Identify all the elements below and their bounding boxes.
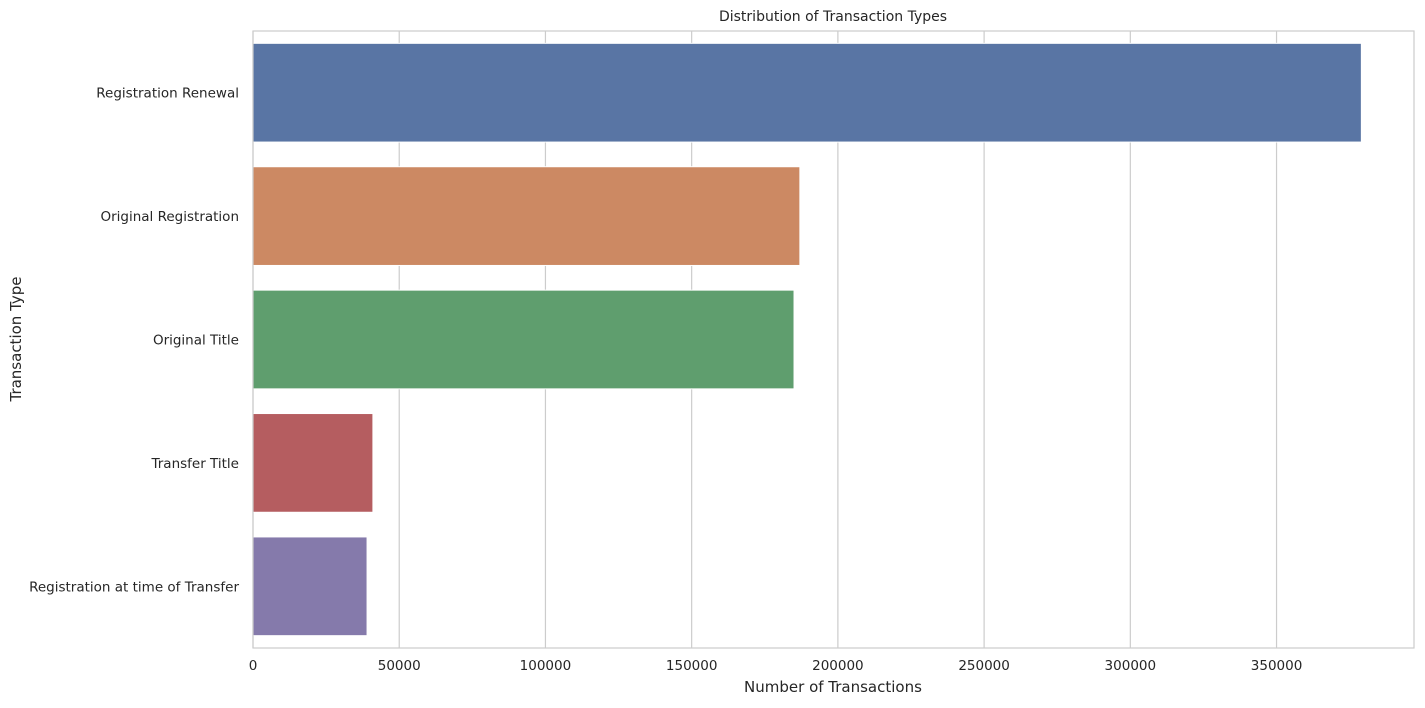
bar xyxy=(252,536,368,637)
x-tick-label: 250000 xyxy=(958,658,1010,674)
y-tick-label: Registration at time of Transfer xyxy=(29,579,239,595)
x-tick-label: 150000 xyxy=(666,658,718,674)
bar xyxy=(252,166,801,266)
bar xyxy=(252,289,795,390)
x-tick-label: 100000 xyxy=(520,658,572,674)
x-tick-label: 50000 xyxy=(378,658,421,674)
x-tick-label: 300000 xyxy=(1105,658,1157,674)
x-tick-label: 350000 xyxy=(1251,658,1303,674)
plot-frame xyxy=(252,30,1415,649)
y-tick-label: Transfer Title xyxy=(150,456,239,472)
bar xyxy=(252,413,374,513)
y-tick-label: Registration Renewal xyxy=(96,86,239,102)
x-axis-ticks: 0 50000 100000 150000 200000 250000 300000 3500… xyxy=(249,658,1303,674)
bar xyxy=(252,42,1362,143)
x-tick-label: 0 xyxy=(249,658,258,674)
y-axis-label: Transaction Type xyxy=(7,276,25,402)
plot-border xyxy=(252,30,1415,649)
x-axis-label: Number of Transactions xyxy=(744,678,922,696)
chart-title: Distribution of Transaction Types xyxy=(719,9,947,25)
y-axis-ticks: Registration Renewal Original Registratio… xyxy=(29,86,239,596)
x-tick-label: 200000 xyxy=(812,658,864,674)
bars xyxy=(252,42,1362,637)
y-tick-label: Original Title xyxy=(153,333,239,349)
y-tick-label: Original Registration xyxy=(100,209,239,225)
